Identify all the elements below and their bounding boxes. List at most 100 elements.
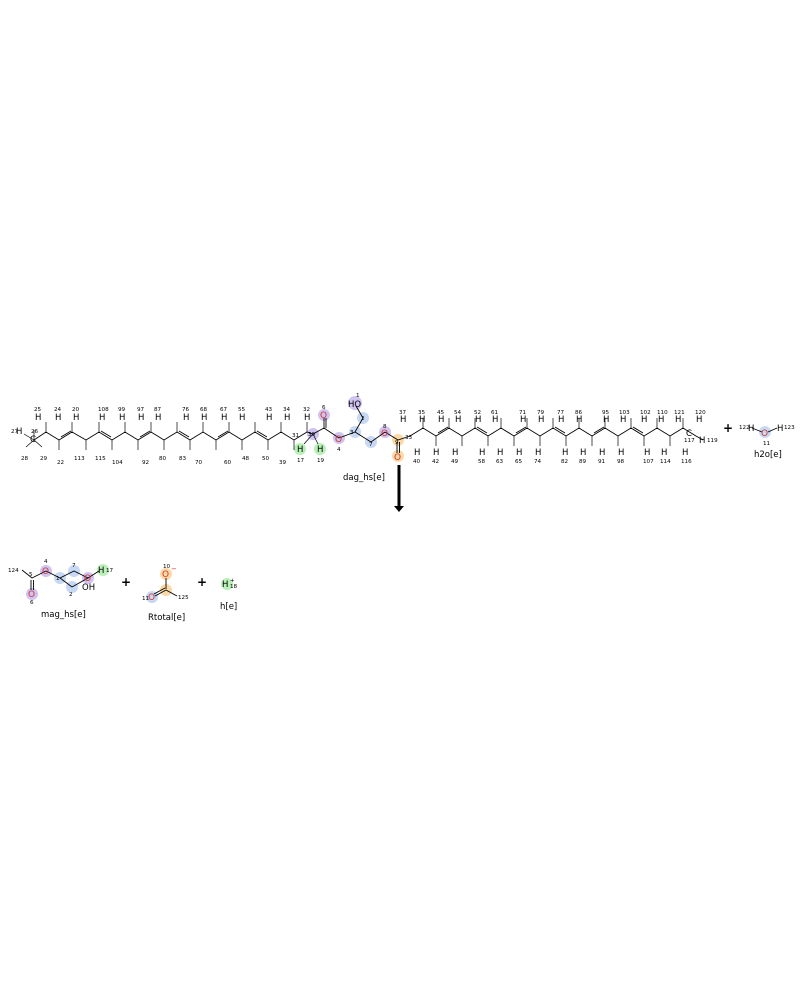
atom-number-115: 115: [95, 456, 106, 462]
atom-number-h-91: H: [599, 448, 605, 458]
atom-number-h-97: H: [138, 413, 144, 423]
atom-number-22: 22: [57, 460, 64, 466]
atom-number-95: 95: [602, 410, 610, 416]
atom-number-55: 55: [238, 407, 246, 413]
atom-number-h-77: H: [558, 415, 564, 425]
atom-number-h-49: H: [452, 448, 458, 458]
atom-number-h-58: H: [479, 448, 485, 458]
atom-number-31: 31: [292, 433, 300, 439]
highlight-o9: [392, 450, 404, 462]
atom-number-h-67: H: [221, 413, 227, 423]
atom-number-32: 32: [303, 407, 310, 413]
atom-number-h-116: H: [682, 448, 688, 458]
atom-number-123: 123: [784, 425, 795, 431]
atom-number-h-114: H: [661, 448, 667, 458]
atom-number-h-20: H: [73, 413, 79, 423]
atom-number-48: 48: [242, 456, 250, 462]
atom-number-h-34: H: [284, 413, 290, 423]
atom-number-h-71: H: [520, 415, 526, 425]
rtotal-number-11: 11: [142, 596, 150, 602]
atom-number-79: 79: [537, 410, 545, 416]
highlight-rtotal-o10: [160, 568, 172, 580]
right-chain-backbone: [409, 427, 704, 441]
rtotal-charge: −: [171, 565, 177, 573]
h2o-label: h2o[e]: [754, 450, 782, 460]
atom-number-67: 67: [220, 407, 228, 413]
atom-number-h-76: H: [183, 413, 189, 423]
atom-number-h-120: H: [696, 415, 702, 425]
atom-number-19: 19: [317, 458, 325, 464]
mag-backbone: [21, 569, 89, 588]
atom-number-80: 80: [159, 456, 167, 462]
h-ion-atom: H: [222, 580, 228, 590]
atom-number-49: 49: [451, 459, 459, 465]
atom-number-124: 124: [8, 568, 19, 574]
plus-sign-2: +: [121, 575, 131, 589]
h2o-molecule: H O H 122 123 11 h2o[e]: [739, 424, 795, 460]
atom-number-28: 28: [21, 456, 29, 462]
plus-sign-3: +: [197, 575, 207, 589]
atom-number-h-40: H: [414, 448, 420, 458]
atom-number-99: 99: [118, 407, 126, 413]
reaction-arrow: [394, 465, 404, 512]
atom-number-97: 97: [137, 407, 145, 413]
mag-number-17: 17: [106, 568, 114, 574]
rtotal-molecule: O − O 10 11 125 Rtotal[e]: [142, 564, 189, 623]
rtotal-atom-o11: O: [148, 593, 155, 603]
atom-o9: O: [394, 453, 401, 463]
rtotal-number-10: 10: [163, 564, 171, 570]
atom-o6: O: [320, 411, 327, 421]
atom-h17: H: [297, 445, 303, 455]
atom-number-9: 9: [395, 440, 399, 446]
atom-number-102: 102: [640, 410, 651, 416]
atom-number-h-25: H: [35, 413, 41, 423]
atom-number-h-24: H: [55, 413, 61, 423]
atom-o4: O: [335, 435, 342, 445]
top-right-labels: 37H35H45H54H52H61H71H79H77H86H95H103H102…: [399, 410, 706, 425]
atom-number-8: 8: [383, 424, 387, 430]
atom-number-h-43: H: [266, 413, 272, 423]
atom-number-25: 25: [34, 407, 42, 413]
h2o-o: O: [761, 429, 768, 439]
highlight-h17: [294, 443, 306, 455]
atom-number-60: 60: [224, 460, 232, 466]
glycerol-backbone: [338, 405, 364, 439]
atom-number-54: 54: [454, 410, 462, 416]
atom-number-h-99: H: [119, 413, 125, 423]
rtotal-atom-o10: O: [162, 570, 169, 580]
atom-ho1: HO: [348, 400, 361, 410]
atom-number-45: 45: [437, 410, 445, 416]
atom-number-122: 122: [739, 425, 750, 431]
atom-o8: O: [381, 429, 388, 439]
atom-number-26: 26: [31, 429, 39, 435]
atom-number-40: 40: [413, 459, 421, 465]
top-left-labels: 25H24H20H108H99H97H87H76H68H67H55H43H34H…: [34, 407, 310, 423]
atom-number-11: 11: [763, 441, 771, 447]
mag-number-6: 6: [30, 600, 34, 606]
rtotal-label: Rtotal[e]: [148, 613, 185, 623]
atom-number-h-65: H: [516, 448, 522, 458]
highlight-h19: [314, 443, 326, 455]
atom-number-74: 74: [534, 459, 542, 465]
atom-number-107: 107: [643, 459, 654, 465]
atom-number-h-82: H: [562, 448, 568, 458]
atom-number-h-107: H: [644, 448, 650, 458]
atom-number-h-68: H: [201, 413, 207, 423]
atom-number-83: 83: [179, 456, 187, 462]
atom-number-50: 50: [262, 456, 270, 462]
atom-number-52: 52: [474, 410, 481, 416]
atom-number-116: 116: [681, 459, 692, 465]
highlight-o1: [348, 396, 362, 410]
atom-number-3: 3: [350, 430, 354, 436]
atom-number-h-55: H: [239, 413, 245, 423]
atom-number-89: 89: [579, 459, 587, 465]
double-bonds: [60, 426, 644, 438]
atom-number-2: 2: [361, 416, 365, 422]
mag-number-7: 7: [72, 563, 76, 569]
atom-number-71: 71: [519, 410, 527, 416]
atom-number-h-52: H: [475, 415, 481, 425]
atom-number-104: 104: [112, 460, 123, 466]
atom-number-6: 6: [322, 405, 326, 411]
atom-number-98: 98: [617, 459, 625, 465]
